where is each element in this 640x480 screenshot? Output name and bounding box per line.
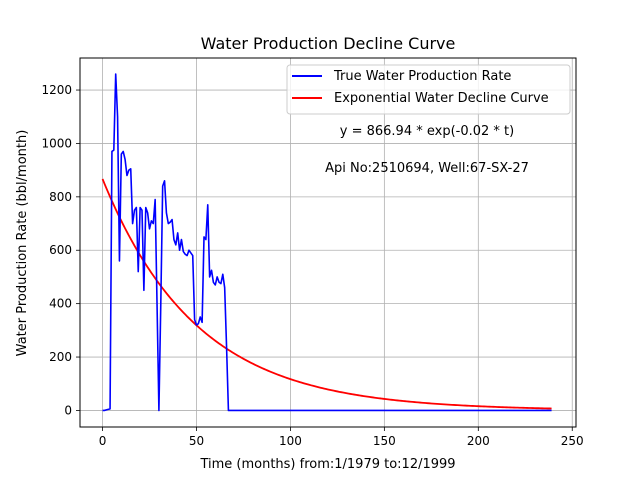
x-tick-label: 0 xyxy=(99,434,107,448)
well-annotation: Api No:2510694, Well:67-SX-27 xyxy=(325,161,529,176)
x-tick-label: 150 xyxy=(373,434,396,448)
x-axis: 0 50 100 150 200 250 xyxy=(99,427,584,448)
x-axis-label: Time (months) from:1/1979 to:12/1999 xyxy=(199,457,455,472)
legend-label-exp-curve: Exponential Water Decline Curve xyxy=(334,91,549,106)
chart-title: Water Production Decline Curve xyxy=(201,34,456,53)
equation-annotation: y = 866.94 * exp(-0.02 * t) xyxy=(340,124,514,139)
y-tick-label: 0 xyxy=(64,403,72,417)
plot-area-frame xyxy=(79,57,577,428)
legend: True Water Production Rate Exponential W… xyxy=(286,64,571,115)
y-tick-label: 200 xyxy=(49,350,72,364)
grid-lines xyxy=(80,58,576,427)
legend-box xyxy=(286,64,571,115)
legend-label-true-rate: True Water Production Rate xyxy=(333,69,511,84)
exponential-decline-curve-line xyxy=(101,178,552,410)
x-tick-label: 100 xyxy=(279,434,302,448)
x-tick-label: 50 xyxy=(189,434,204,448)
x-tick-label: 200 xyxy=(467,434,490,448)
y-axis: 0 200 400 600 800 1000 1200 xyxy=(41,83,80,417)
y-tick-label: 1200 xyxy=(41,83,72,97)
y-tick-label: 800 xyxy=(49,190,72,204)
y-axis-label: Water Production Rate (bbl/month) xyxy=(15,130,30,357)
y-tick-label: 1000 xyxy=(41,136,72,150)
y-tick-label: 400 xyxy=(49,297,72,311)
x-tick-label: 250 xyxy=(561,434,584,448)
y-tick-label: 600 xyxy=(49,243,72,257)
true-water-production-rate-line xyxy=(102,73,552,412)
